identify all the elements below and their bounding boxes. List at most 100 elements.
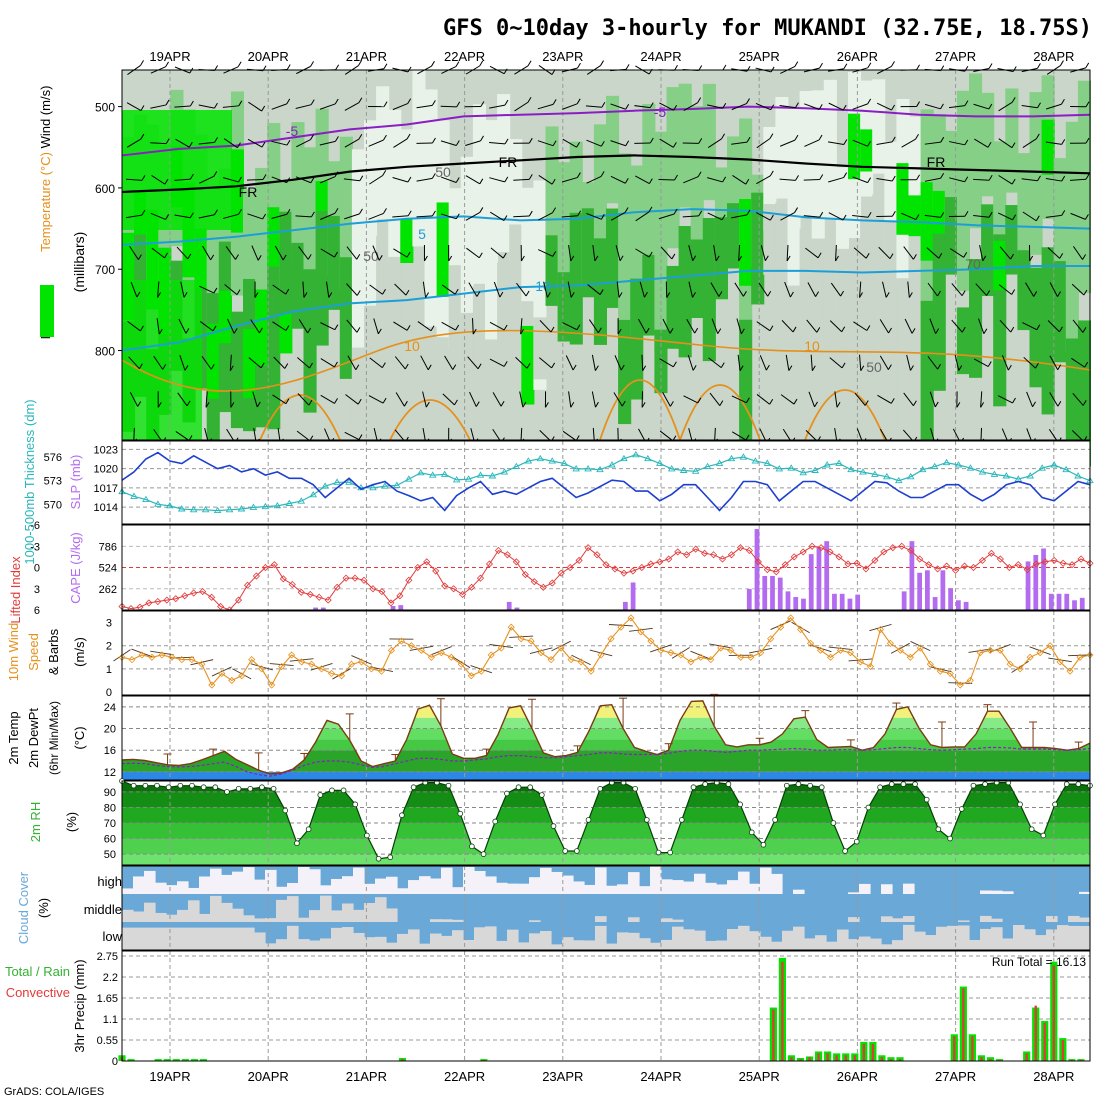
wind-speed-point: [966, 676, 974, 684]
li-point: [1041, 558, 1049, 566]
top-date-label: 24APR: [640, 49, 681, 64]
high-cloud-gap: [320, 885, 332, 894]
wind-barb: [859, 354, 862, 371]
wind-speed-point: [946, 669, 954, 678]
wind-barb: [126, 138, 142, 148]
high-cloud-gap: [507, 883, 519, 894]
precip-total-bar: [986, 1057, 995, 1061]
wind-barb-flag: [788, 365, 793, 371]
rh-point: [888, 781, 895, 787]
wind-barb-flag: [1033, 291, 1038, 297]
rh-cell: [1077, 320, 1091, 467]
contour-label: 70: [965, 256, 981, 272]
mid-cloud-gap: [595, 916, 607, 922]
precip-convective-bar: [1061, 1040, 1065, 1061]
wind-barb: [1046, 103, 1062, 110]
wind-barb: [780, 212, 795, 221]
wind-barb-flag: [595, 401, 599, 408]
wind-barb-flag: [819, 62, 823, 69]
wind-barb-flag: [642, 365, 647, 371]
wind-speed-point: [128, 656, 136, 664]
high-cloud-gap: [705, 882, 717, 894]
wind-speed-point: [916, 644, 924, 652]
thickness-point: [906, 472, 915, 480]
wind-barb: [852, 176, 868, 184]
li-point: [459, 590, 467, 598]
temp-band: [122, 739, 1090, 751]
wind-barb-flag: [356, 254, 361, 260]
wind-speed-point: [248, 656, 256, 664]
high-cloud-gap: [419, 876, 431, 894]
wind-barb: [731, 431, 747, 441]
wind-barb-flag: [570, 402, 575, 408]
wind-barb: [949, 177, 965, 183]
wind-barb-flag: [982, 255, 987, 262]
high-cloud-gap: [683, 881, 695, 894]
wind-speed-point: [1056, 658, 1064, 666]
y-tick-label: 16: [104, 745, 116, 757]
li-point: [234, 596, 243, 604]
wind-barb-flag: [746, 136, 751, 143]
wind-barb: [791, 621, 810, 634]
wind-barb: [613, 392, 623, 407]
high-cloud-gap: [980, 890, 992, 894]
rh-point: [795, 781, 802, 787]
rh-line: [121, 780, 1091, 860]
wind-barb-flag: [214, 137, 219, 143]
li-point: [709, 551, 718, 559]
rh-band: [122, 781, 1090, 792]
high-cloud-gap: [221, 874, 233, 894]
wind-barb: [130, 281, 138, 298]
rh-cell: [763, 204, 777, 275]
wind-barb-flag: [672, 142, 677, 148]
precip-convective-bar: [898, 1059, 902, 1061]
wind-barb-flag: [624, 207, 629, 213]
wind-barb: [1048, 657, 1072, 663]
precip-convective-bar: [790, 1057, 793, 1061]
wind-barb-flag: [233, 328, 238, 334]
high-cloud-gap: [694, 873, 706, 894]
wind-barb: [951, 319, 963, 333]
wind-barb: [973, 178, 990, 181]
high-cloud-gap: [155, 882, 167, 894]
low-cloud-gap: [474, 927, 486, 950]
wind-barb: [587, 284, 601, 295]
high-cloud-gap: [133, 876, 145, 894]
precip-convective-bar: [871, 1043, 875, 1061]
thickness-point: [942, 458, 951, 466]
wind-barb: [635, 248, 650, 258]
wind-barb: [586, 139, 602, 147]
precip-convective-bar: [880, 1057, 884, 1061]
wind-barb: [368, 395, 384, 404]
high-cloud-gap: [848, 892, 860, 894]
axis-label: 2m DewPt: [26, 708, 41, 768]
wind-barb: [422, 281, 427, 298]
wind-barb-flag: [284, 363, 289, 369]
low-cloud-gap: [408, 929, 420, 950]
wind-barb: [125, 178, 143, 181]
cape-bar: [762, 576, 768, 610]
low-cloud-gap: [573, 940, 585, 950]
wind-barb-flag: [478, 252, 483, 258]
high-cloud-gap: [254, 879, 266, 894]
wind-barb: [638, 318, 647, 334]
axis-label: Temperature (°C): [38, 152, 53, 252]
wind-barb: [489, 141, 506, 145]
wind-barb-flag: [286, 177, 291, 183]
rh-cell: [702, 217, 716, 362]
wind-barb-flag: [261, 141, 266, 148]
thickness-point: [823, 461, 831, 468]
high-cloud-gap: [716, 884, 728, 894]
wind-barb-flag: [1061, 139, 1066, 145]
wind-barb-flag: [910, 365, 914, 371]
high-cloud-gap: [199, 876, 211, 894]
dewpoint-line: [121, 746, 1091, 777]
wind-barb-flag: [792, 326, 797, 333]
wind-barb: [927, 282, 938, 297]
li-point: [916, 555, 924, 563]
wind-barb: [779, 105, 796, 109]
thickness-point: [177, 505, 186, 512]
wind-speed-point: [547, 656, 555, 664]
precip-convective-bar: [1079, 1059, 1083, 1061]
